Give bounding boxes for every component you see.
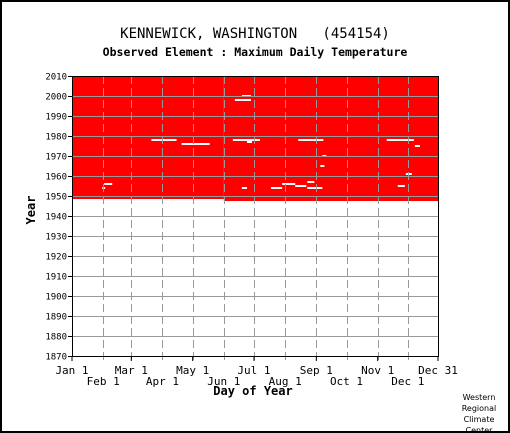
y-tick-label: 1950 <box>45 193 67 203</box>
missing-period <box>241 187 247 189</box>
wrcc-credit: Western Regional Climate Center <box>452 392 506 433</box>
missing-period <box>307 181 315 183</box>
grid-layer <box>72 76 438 361</box>
missing-period <box>104 183 113 185</box>
missing-period <box>414 145 420 147</box>
missing-period <box>181 143 210 145</box>
y-tick-label: 1870 <box>45 353 67 363</box>
missing-period <box>271 187 283 189</box>
y-tick-label: 1920 <box>45 253 67 263</box>
y-tick-label: 2010 <box>45 73 67 83</box>
y-tick-label: 1970 <box>45 153 67 163</box>
x-tick-label: Feb 1 <box>87 375 120 388</box>
missing-period <box>397 185 405 187</box>
x-tick-label: Oct 1 <box>330 375 363 388</box>
coverage-block <box>72 76 224 199</box>
x-tick-label: Jul 1 <box>237 364 270 377</box>
x-axis-label: Day of Year <box>213 384 292 398</box>
credit-line: Climate <box>463 415 495 424</box>
missing-period <box>307 187 323 189</box>
x-tick-label: Mar 1 <box>115 364 148 377</box>
plot-border <box>72 76 439 357</box>
credit-line: Center <box>465 426 493 433</box>
y-tick-label: 1940 <box>45 213 67 223</box>
coverage-block <box>223 76 440 201</box>
y-tick-label: 1880 <box>45 333 67 343</box>
missing-period <box>232 139 261 141</box>
y-tick-label: 1890 <box>45 313 67 323</box>
x-tick-label: Dec 31 <box>418 364 458 377</box>
chart-subtitle: Observed Element : Maximum Daily Tempera… <box>102 45 408 59</box>
axis-layer: 1870 1880 1890 1900 1910 1920 1930 1940 1950 1960… <box>45 73 458 389</box>
x-tick-label: May 1 <box>176 364 209 377</box>
credit-line: Regional <box>461 404 497 413</box>
x-tick-label: Jan 1 <box>55 364 88 377</box>
y-tick-label: 1960 <box>45 173 67 183</box>
y-tick-label: 1910 <box>45 273 67 283</box>
y-axis-label: Year <box>24 196 38 225</box>
y-tick-label: 1930 <box>45 233 67 243</box>
credit-line: Western <box>462 393 496 402</box>
y-tick-label: 2000 <box>45 93 67 103</box>
data-layer <box>72 76 440 201</box>
missing-period <box>282 183 296 185</box>
x-tick-label: Aug 1 <box>269 375 302 388</box>
missing-period <box>246 141 252 143</box>
y-tick-label: 1990 <box>45 113 67 123</box>
y-tick-label: 1980 <box>45 133 67 143</box>
x-tick-label: Nov 1 <box>361 364 394 377</box>
missing-period <box>295 185 307 187</box>
x-tick-label: Jun 1 <box>207 375 240 388</box>
missing-period <box>234 99 251 101</box>
missing-period <box>320 165 325 167</box>
x-tick-label: Sep 1 <box>300 364 333 377</box>
y-tick-label: 1900 <box>45 293 67 303</box>
missing-period <box>151 139 177 141</box>
missing-period <box>298 139 324 141</box>
station-title: KENNEWICK, WASHINGTON (454154) <box>120 26 390 42</box>
missing-period <box>386 139 414 141</box>
x-tick-label: Dec 1 <box>391 375 424 388</box>
x-tick-label: Apr 1 <box>146 375 179 388</box>
